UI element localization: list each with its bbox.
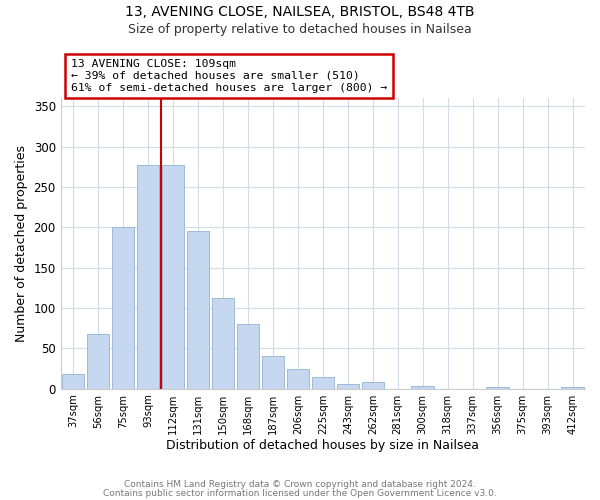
Bar bbox=[62, 374, 85, 388]
Text: Size of property relative to detached houses in Nailsea: Size of property relative to detached ho… bbox=[128, 22, 472, 36]
Bar bbox=[236, 324, 259, 388]
Bar bbox=[87, 334, 109, 388]
Bar bbox=[487, 387, 509, 388]
Bar bbox=[137, 164, 159, 388]
Text: Contains public sector information licensed under the Open Government Licence v3: Contains public sector information licen… bbox=[103, 488, 497, 498]
Text: Contains HM Land Registry data © Crown copyright and database right 2024.: Contains HM Land Registry data © Crown c… bbox=[124, 480, 476, 489]
Bar bbox=[362, 382, 384, 388]
Bar bbox=[162, 164, 184, 388]
Bar bbox=[112, 228, 134, 388]
Bar bbox=[337, 384, 359, 388]
Bar bbox=[311, 378, 334, 388]
X-axis label: Distribution of detached houses by size in Nailsea: Distribution of detached houses by size … bbox=[166, 440, 479, 452]
Bar bbox=[212, 298, 234, 388]
Y-axis label: Number of detached properties: Number of detached properties bbox=[15, 145, 28, 342]
Text: 13, AVENING CLOSE, NAILSEA, BRISTOL, BS48 4TB: 13, AVENING CLOSE, NAILSEA, BRISTOL, BS4… bbox=[125, 5, 475, 19]
Bar bbox=[287, 368, 309, 388]
Bar bbox=[187, 232, 209, 388]
Bar bbox=[412, 386, 434, 388]
Bar bbox=[262, 356, 284, 388]
Bar bbox=[561, 387, 584, 388]
Text: 13 AVENING CLOSE: 109sqm
← 39% of detached houses are smaller (510)
61% of semi-: 13 AVENING CLOSE: 109sqm ← 39% of detach… bbox=[71, 60, 388, 92]
